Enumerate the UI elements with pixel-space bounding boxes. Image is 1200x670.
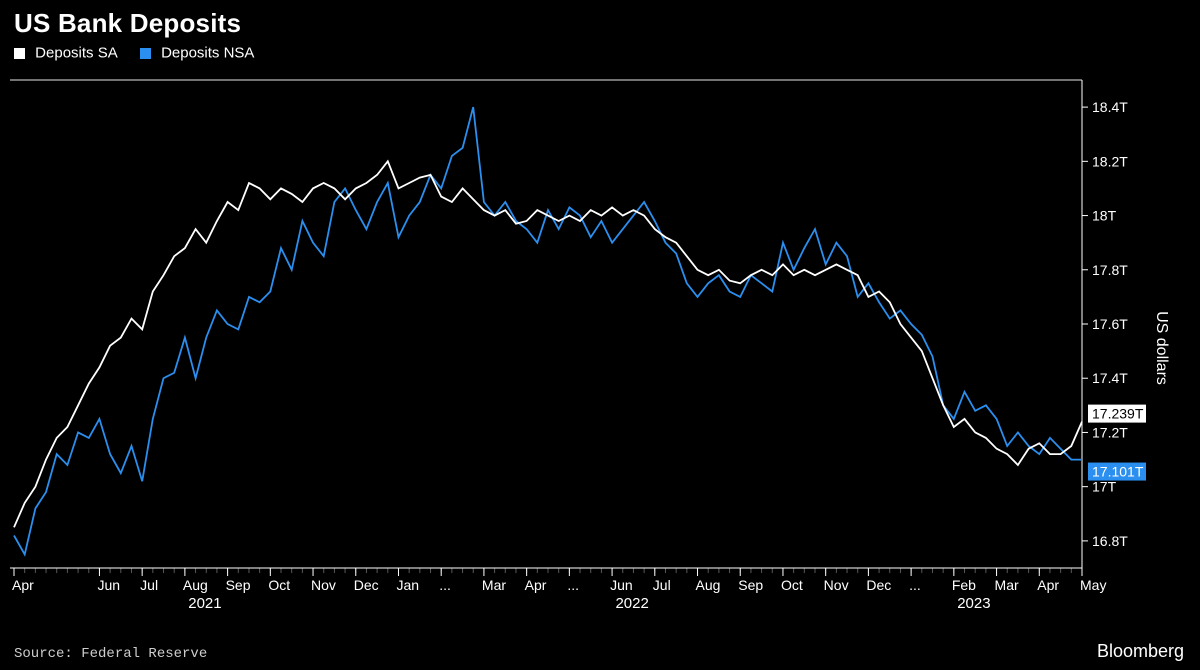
svg-text:2021: 2021 bbox=[188, 595, 221, 612]
svg-text:2023: 2023 bbox=[957, 595, 990, 612]
svg-text:Apr: Apr bbox=[12, 577, 34, 593]
svg-text:17.8T: 17.8T bbox=[1092, 262, 1128, 278]
svg-text:17.2T: 17.2T bbox=[1092, 424, 1128, 440]
legend-label-nsa: Deposits NSA bbox=[161, 45, 254, 62]
svg-text:17.6T: 17.6T bbox=[1092, 316, 1128, 332]
svg-text:...: ... bbox=[439, 577, 451, 593]
svg-text:17T: 17T bbox=[1092, 479, 1117, 495]
svg-text:Oct: Oct bbox=[781, 577, 803, 593]
svg-text:...: ... bbox=[567, 577, 579, 593]
svg-text:Oct: Oct bbox=[268, 577, 290, 593]
svg-text:Nov: Nov bbox=[311, 577, 336, 593]
svg-text:Aug: Aug bbox=[183, 577, 208, 593]
svg-text:18T: 18T bbox=[1092, 208, 1117, 224]
chart-legend: Deposits SA Deposits NSA bbox=[14, 44, 272, 62]
svg-text:Jun: Jun bbox=[610, 577, 633, 593]
svg-text:Jul: Jul bbox=[140, 577, 158, 593]
svg-text:Sep: Sep bbox=[226, 577, 251, 593]
legend-swatch-nsa bbox=[140, 48, 151, 59]
svg-text:Jun: Jun bbox=[97, 577, 120, 593]
svg-text:Mar: Mar bbox=[482, 577, 506, 593]
svg-text:Mar: Mar bbox=[995, 577, 1019, 593]
svg-text:Apr: Apr bbox=[1037, 577, 1059, 593]
legend-swatch-sa bbox=[14, 48, 25, 59]
source-footer: Source: Federal Reserve bbox=[14, 646, 207, 662]
svg-text:18.4T: 18.4T bbox=[1092, 99, 1128, 115]
legend-item-sa: Deposits SA bbox=[14, 44, 118, 62]
chart-title: US Bank Deposits bbox=[14, 8, 241, 39]
legend-item-nsa: Deposits NSA bbox=[140, 44, 255, 62]
svg-text:17.4T: 17.4T bbox=[1092, 370, 1128, 386]
chart-svg: 16.8T 17T 17.2T 17.4T 17.6T 17.8T 18T 18.2T 18.4… bbox=[0, 68, 1200, 628]
svg-text:Nov: Nov bbox=[824, 577, 849, 593]
svg-text:16.8T: 16.8T bbox=[1092, 533, 1128, 549]
chart-area: 16.8T 17T 17.2T 17.4T 17.6T 17.8T 18T 18.2T 18.4… bbox=[0, 68, 1200, 628]
svg-text:Apr: Apr bbox=[525, 577, 547, 593]
svg-text:Jan: Jan bbox=[396, 577, 419, 593]
svg-text:Feb: Feb bbox=[952, 577, 976, 593]
svg-text:Dec: Dec bbox=[354, 577, 379, 593]
svg-text:17.239T: 17.239T bbox=[1092, 406, 1144, 422]
legend-label-sa: Deposits SA bbox=[35, 45, 118, 62]
svg-text:...: ... bbox=[909, 577, 921, 593]
svg-text:Dec: Dec bbox=[866, 577, 891, 593]
bloomberg-chart: US Bank Deposits Deposits SA Deposits NS… bbox=[0, 0, 1200, 670]
svg-text:18.2T: 18.2T bbox=[1092, 153, 1128, 169]
brand-footer: Bloomberg bbox=[1097, 641, 1184, 662]
svg-text:Jul: Jul bbox=[653, 577, 671, 593]
svg-text:Aug: Aug bbox=[696, 577, 721, 593]
svg-text:17.101T: 17.101T bbox=[1092, 464, 1144, 480]
svg-text:Sep: Sep bbox=[738, 577, 763, 593]
svg-text:2022: 2022 bbox=[615, 595, 648, 612]
y-axis-label: US dollars bbox=[1152, 311, 1170, 385]
svg-text:May: May bbox=[1080, 577, 1106, 593]
